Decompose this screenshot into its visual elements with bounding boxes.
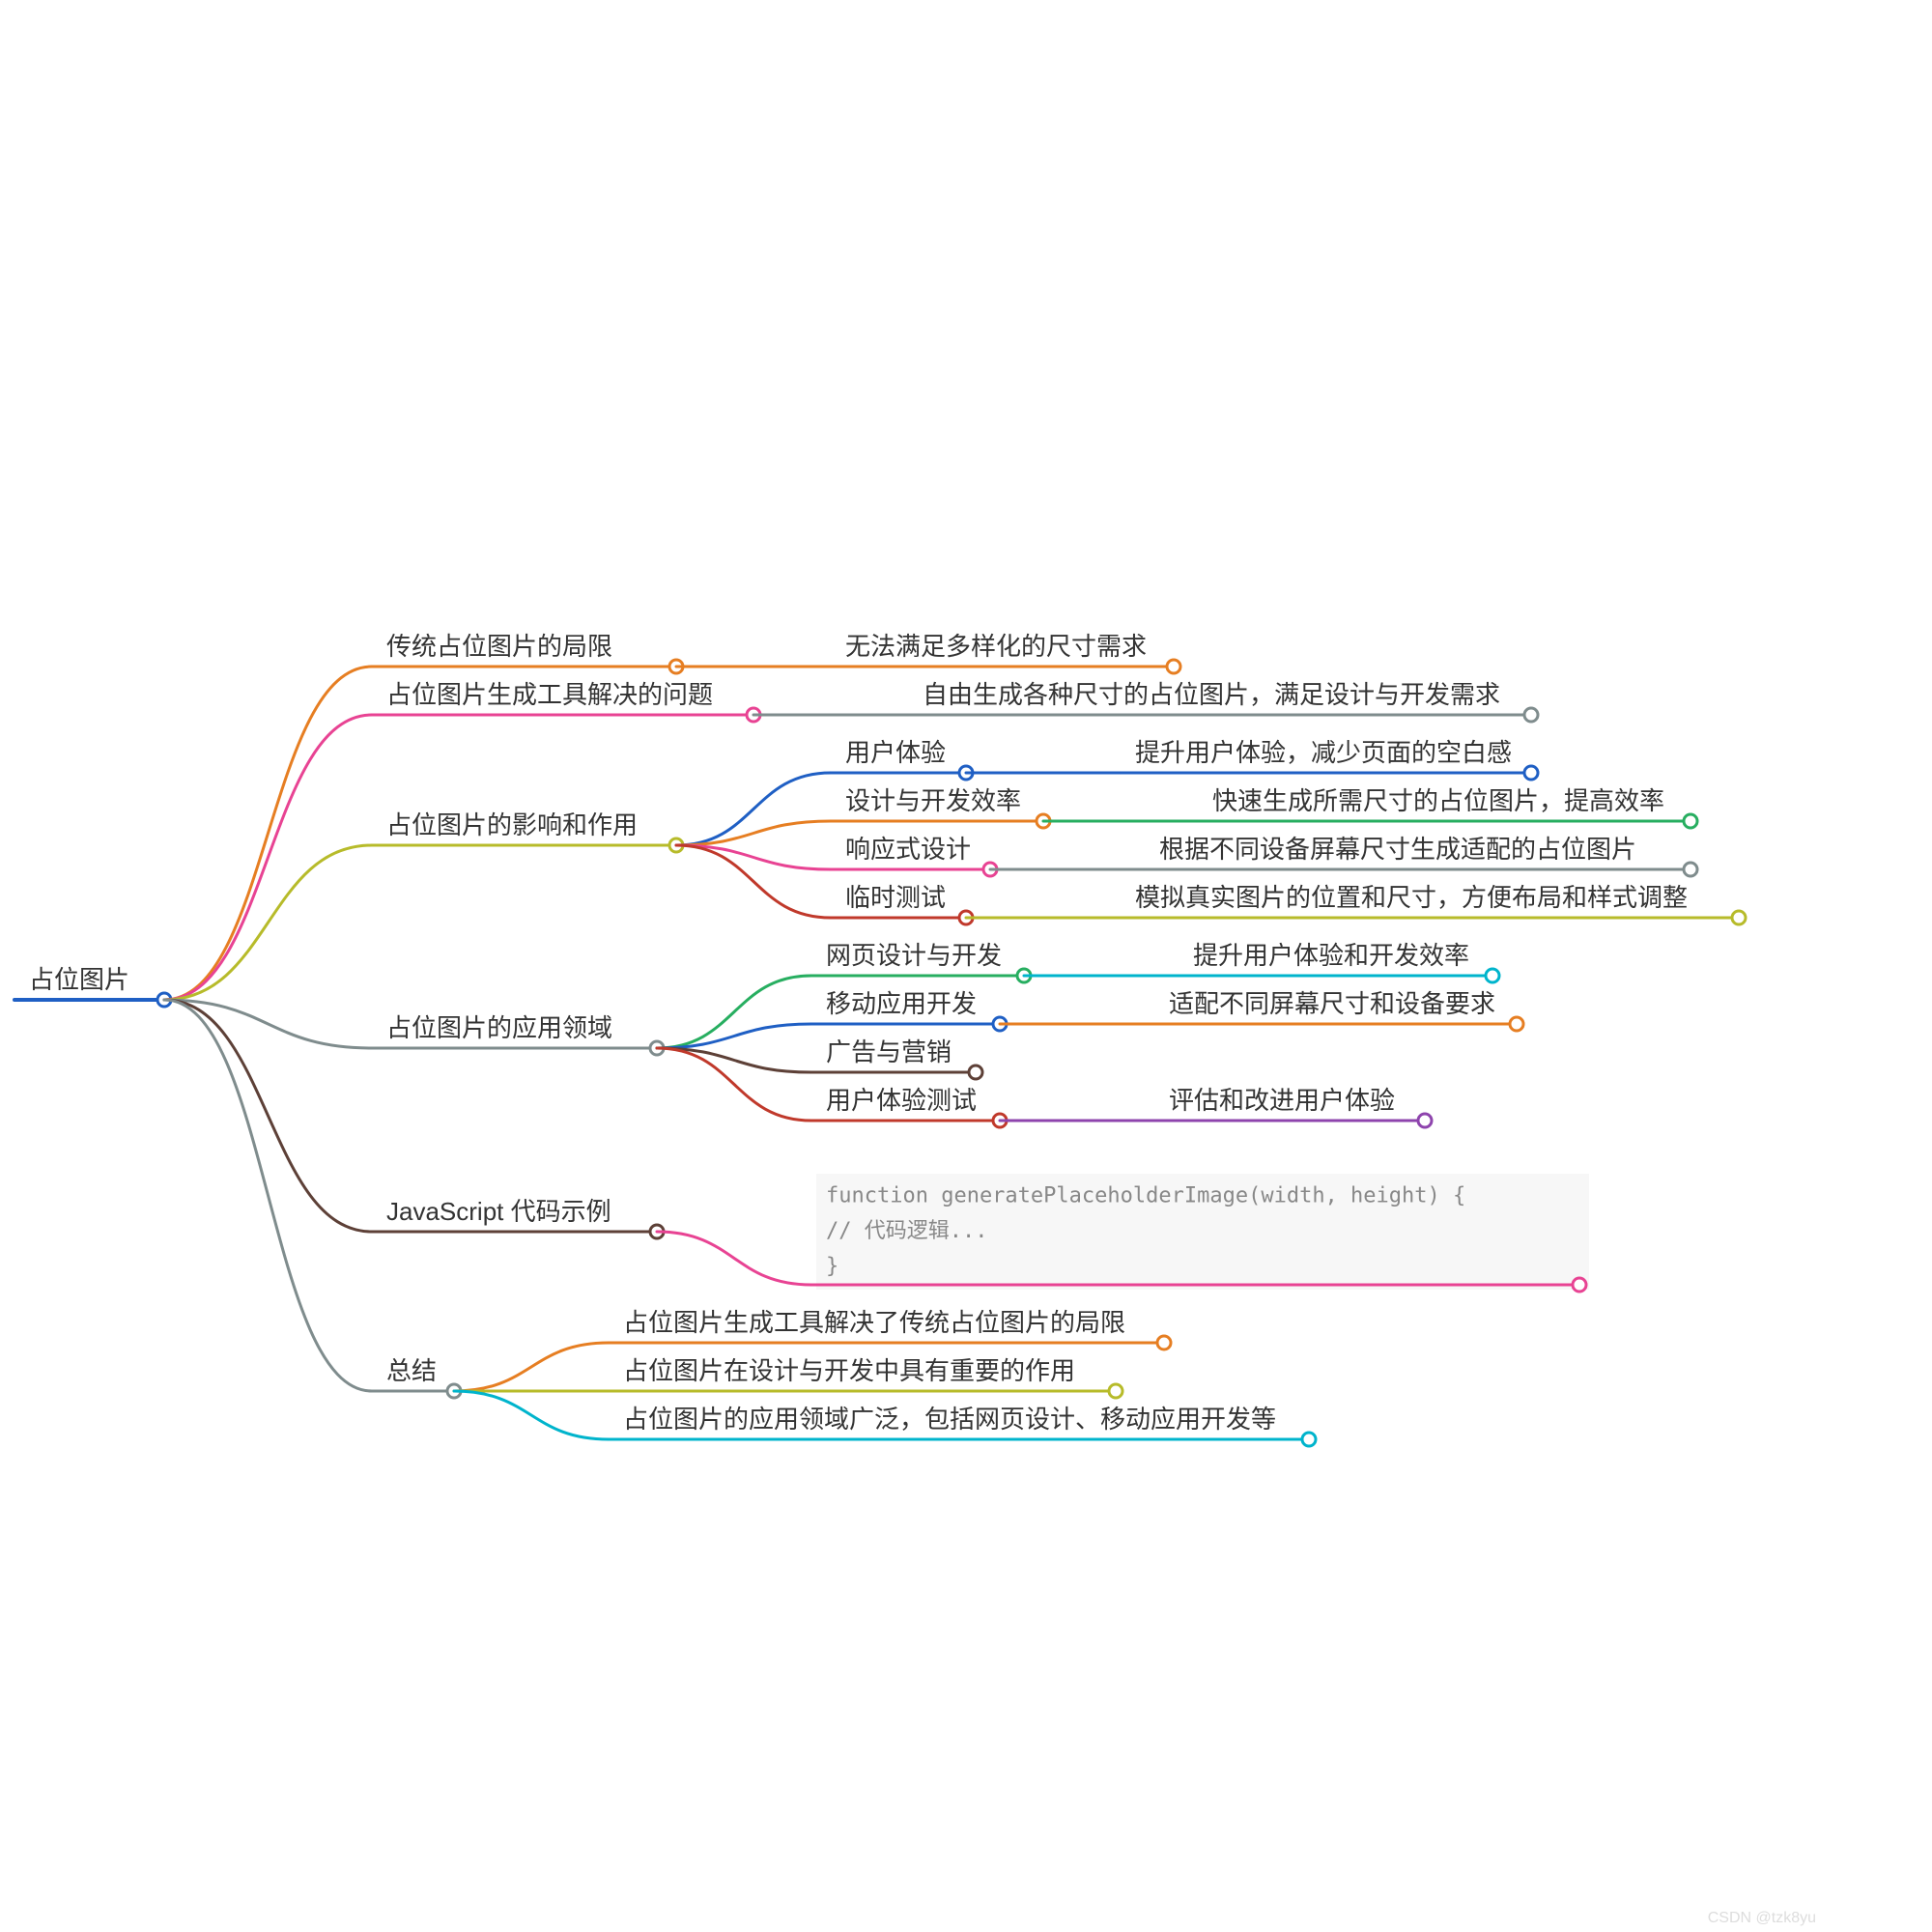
branch-2-child-3-leaf-0-dot (1732, 911, 1746, 924)
branch-2-child-0-leaf-0-dot (1524, 766, 1538, 780)
branch-2-child-2-leaf-0-dot (1684, 863, 1697, 876)
branch-5-child-2-dot (1302, 1433, 1316, 1446)
branch-4-label: JavaScript 代码示例 (386, 1197, 611, 1226)
branch-3-child-0-leaf-0-label: 提升用户体验和开发效率 (1193, 941, 1469, 970)
branch-3-child-3-leaf-0-dot (1418, 1114, 1432, 1127)
branch-2-child-2-label: 响应式设计 (845, 835, 971, 864)
branch-1-child-0-dot (1524, 708, 1538, 722)
branch-1-label: 占位图片生成工具解决的问题 (386, 680, 713, 709)
branch-3-child-2-label: 广告与营销 (826, 1037, 952, 1066)
code-line-0: function generatePlaceholderImage(width,… (826, 1183, 1465, 1208)
branch-3-child-1-leaf-0-dot (1510, 1017, 1523, 1031)
branch-3-child-1-label: 移动应用开发 (826, 989, 977, 1018)
mind-map: 占位图片 传统占位图片的局限 无法满足多样化的尺寸需求占位图片生成工具解决的问题 自由… (0, 0, 1932, 1932)
connector (164, 715, 372, 1000)
watermark: CSDN @tzk8yu (1708, 1910, 1816, 1926)
branch-2-child-2-leaf-0-label: 根据不同设备屏幕尺寸生成适配的占位图片 (1159, 835, 1636, 864)
branch-2-label: 占位图片的影响和作用 (386, 810, 638, 839)
branch-2-child-0-label: 用户体验 (845, 738, 946, 767)
branch-3-child-3-label: 用户体验测试 (826, 1086, 977, 1115)
branch-2-child-1-leaf-0-dot (1684, 814, 1697, 828)
branch-1-child-0-label: 自由生成各种尺寸的占位图片，满足设计与开发需求 (923, 680, 1500, 709)
branch-2-child-3-label: 临时测试 (845, 883, 946, 912)
branch-0-child-0-dot (1167, 660, 1180, 673)
branch-3-label: 占位图片的应用领域 (386, 1013, 612, 1042)
branch-3-child-0-leaf-0-dot (1486, 969, 1499, 982)
branch-5-child-1-dot (1109, 1384, 1122, 1398)
code-line-2: } (826, 1255, 838, 1279)
branch-5-child-0-label: 占位图片生成工具解决了传统占位图片的局限 (623, 1308, 1125, 1337)
branch-5-label: 总结 (386, 1356, 437, 1385)
branch-2-child-0-leaf-0-label: 提升用户体验，减少页面的空白感 (1135, 738, 1512, 767)
connector (657, 1232, 811, 1285)
connector (454, 1391, 609, 1439)
connector (454, 1343, 609, 1391)
connector (164, 845, 372, 1000)
connector (164, 667, 372, 1000)
branch-3-child-2-dot (969, 1065, 982, 1079)
branch-5-child-2-label: 占位图片的应用领域广泛，包括网页设计、移动应用开发等 (623, 1405, 1276, 1434)
branch-2-child-3-leaf-0-label: 模拟真实图片的位置和尺寸，方便布局和样式调整 (1135, 883, 1688, 912)
branch-2-child-1-label: 设计与开发效率 (845, 786, 1021, 815)
branch-3-child-3-leaf-0-label: 评估和改进用户体验 (1169, 1086, 1395, 1115)
branch-2-child-1-leaf-0-label: 快速生成所需尺寸的占位图片，提高效率 (1212, 786, 1664, 815)
branch-5-child-0-dot (1157, 1336, 1171, 1350)
code-line-1: // 代码逻辑... (826, 1219, 987, 1243)
code-dot (1573, 1278, 1586, 1292)
branch-3-child-0-label: 网页设计与开发 (826, 941, 1002, 970)
connector (164, 1000, 372, 1391)
root-label: 占位图片 (29, 965, 129, 994)
branch-3-child-1-leaf-0-label: 适配不同屏幕尺寸和设备要求 (1169, 989, 1495, 1018)
branch-5-child-1-label: 占位图片在设计与开发中具有重要的作用 (623, 1356, 1075, 1385)
branch-0-child-0-label: 无法满足多样化的尺寸需求 (845, 632, 1147, 661)
branch-0-label: 传统占位图片的局限 (386, 632, 612, 661)
